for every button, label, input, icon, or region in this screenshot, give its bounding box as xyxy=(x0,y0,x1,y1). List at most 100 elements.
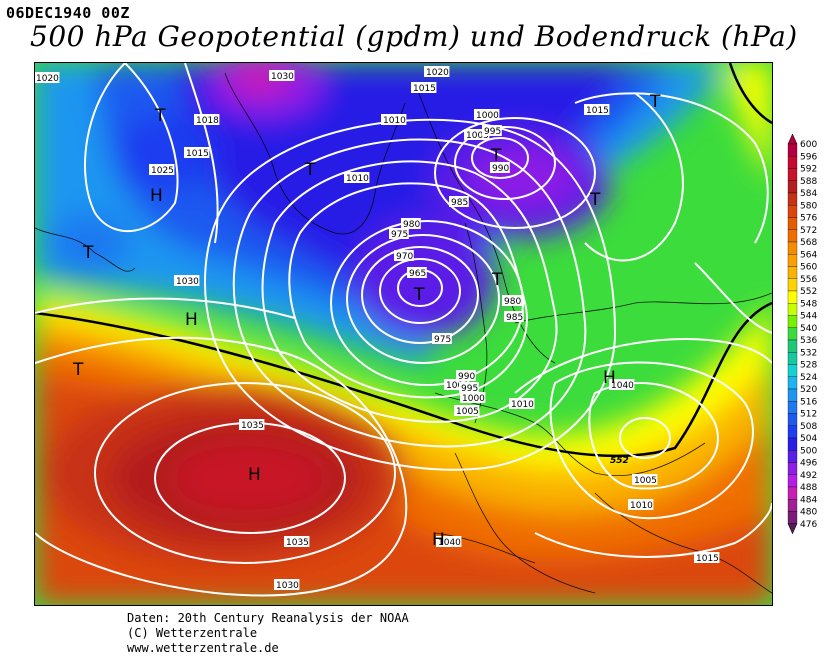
pressure-label: 1010 xyxy=(628,499,654,511)
pressure-centers: H H H H H T T T T T T T T T xyxy=(72,92,661,550)
pressure-label: 985 xyxy=(449,196,469,208)
high-pressure-center: H xyxy=(150,186,163,206)
pressure-label: 1005 xyxy=(464,129,490,141)
svg-text:1005: 1005 xyxy=(634,476,657,486)
svg-text:985: 985 xyxy=(451,198,468,208)
svg-text:1030: 1030 xyxy=(176,277,199,287)
legend-swatch xyxy=(787,425,798,439)
low-pressure-center: T xyxy=(491,270,503,290)
legend-tick-label: 544 xyxy=(800,312,817,322)
pressure-label: 1035 xyxy=(239,419,265,431)
legend-swatch xyxy=(787,499,798,512)
legend-tick-label: 584 xyxy=(800,189,817,199)
legend-swatch xyxy=(787,413,798,426)
pressure-label: 975 xyxy=(389,228,409,240)
svg-text:1015: 1015 xyxy=(586,106,609,116)
legend-swatch xyxy=(787,192,798,206)
svg-text:1005: 1005 xyxy=(456,407,479,417)
svg-text:1010: 1010 xyxy=(511,400,534,410)
svg-text:1020: 1020 xyxy=(426,68,449,78)
svg-text:990: 990 xyxy=(492,164,509,174)
svg-text:1010: 1010 xyxy=(630,501,653,511)
legend-swatch xyxy=(787,401,798,414)
svg-text:1035: 1035 xyxy=(286,538,309,548)
svg-text:1030: 1030 xyxy=(276,581,299,591)
legend-swatch xyxy=(787,462,798,475)
pressure-label: 1015 xyxy=(184,147,210,159)
legend-swatch xyxy=(787,229,798,243)
legend-tick-label: 512 xyxy=(800,410,817,420)
pressure-label: 1005 xyxy=(632,474,658,486)
legend-tick-label: 492 xyxy=(800,471,817,481)
legend-tick-label: 480 xyxy=(800,508,817,518)
pressure-label: 1020 xyxy=(35,72,60,84)
legend-arrow-top xyxy=(787,133,798,145)
svg-text:975: 975 xyxy=(434,335,451,345)
svg-text:1025: 1025 xyxy=(151,166,174,176)
pressure-label: 985 xyxy=(504,311,524,323)
svg-text:1005: 1005 xyxy=(466,131,489,141)
svg-text:985: 985 xyxy=(506,313,523,323)
pressure-label: 1030 xyxy=(274,579,300,591)
svg-text:1000: 1000 xyxy=(476,111,499,121)
high-pressure-center: H xyxy=(248,465,261,485)
svg-text:1018: 1018 xyxy=(196,116,219,126)
svg-text:1035: 1035 xyxy=(241,421,264,431)
svg-text:1010: 1010 xyxy=(346,174,369,184)
pressure-label: 1020 xyxy=(424,66,450,78)
legend-tick-label: 556 xyxy=(800,275,817,285)
pressure-label: 1018 xyxy=(194,114,220,126)
legend-tick-label: 548 xyxy=(800,299,817,309)
legend-swatch xyxy=(787,217,798,230)
legend-tick-label: 540 xyxy=(800,324,817,334)
legend-tick-label: 600 xyxy=(800,140,817,150)
legend-tick-label: 524 xyxy=(800,373,817,383)
legend-swatch xyxy=(787,278,798,292)
svg-text:990: 990 xyxy=(458,372,475,382)
pressure-label: 1010 xyxy=(381,114,407,126)
pressure-label: 1010 xyxy=(344,172,370,184)
legend-swatch xyxy=(787,339,798,353)
legend-tick-label: 488 xyxy=(800,483,817,493)
svg-text:980: 980 xyxy=(504,297,521,307)
legend-swatch xyxy=(787,156,798,169)
pressure-label: 1030 xyxy=(269,70,295,82)
footer-data-source: Daten: 20th Century Reanalysis der NOAA xyxy=(127,611,409,625)
legend-swatch xyxy=(787,352,798,365)
svg-text:1000: 1000 xyxy=(462,394,485,404)
footer-copyright: (C) Wetterzentrale xyxy=(127,626,258,640)
low-pressure-center: T xyxy=(649,92,661,112)
pressure-label: 1010 xyxy=(509,398,535,410)
legend-swatch xyxy=(787,266,798,279)
low-pressure-center: T xyxy=(413,285,425,305)
legend-tick-label: 476 xyxy=(800,520,817,530)
pressure-label: 990 xyxy=(490,162,510,174)
pressure-label: 1015 xyxy=(411,82,437,94)
legend-arrow-bottom xyxy=(787,523,798,535)
pressure-label: 965 xyxy=(407,267,427,279)
pressure-label: 1035 xyxy=(284,536,310,548)
legend-swatch xyxy=(787,254,798,267)
low-pressure-center: T xyxy=(82,243,94,263)
pressure-label: 1025 xyxy=(149,164,175,176)
pressure-label-layer: 1020101510101005100099599098598097597096… xyxy=(35,66,720,591)
svg-text:995: 995 xyxy=(484,127,501,137)
legend-tick-label: 532 xyxy=(800,348,817,358)
legend-tick-label: 520 xyxy=(800,385,817,395)
pressure-label: 1040 xyxy=(609,379,635,391)
legend-tick-label: 580 xyxy=(800,201,817,211)
svg-text:552: 552 xyxy=(610,456,629,466)
low-pressure-center: T xyxy=(304,160,316,180)
svg-text:975: 975 xyxy=(391,230,408,240)
legend-tick-label: 516 xyxy=(800,397,817,407)
svg-text:1000: 1000 xyxy=(446,381,469,391)
legend-swatch xyxy=(787,376,798,390)
pressure-label: 995 xyxy=(459,382,479,394)
svg-text:1015: 1015 xyxy=(186,149,209,159)
pressure-label: 1000 xyxy=(460,392,486,404)
svg-text:1010: 1010 xyxy=(383,116,406,126)
footer-url: www.wetterzentrale.de xyxy=(127,641,279,655)
legend-swatch xyxy=(787,474,798,488)
legend-swatch xyxy=(787,327,798,341)
pressure-label: 975 xyxy=(432,333,452,345)
